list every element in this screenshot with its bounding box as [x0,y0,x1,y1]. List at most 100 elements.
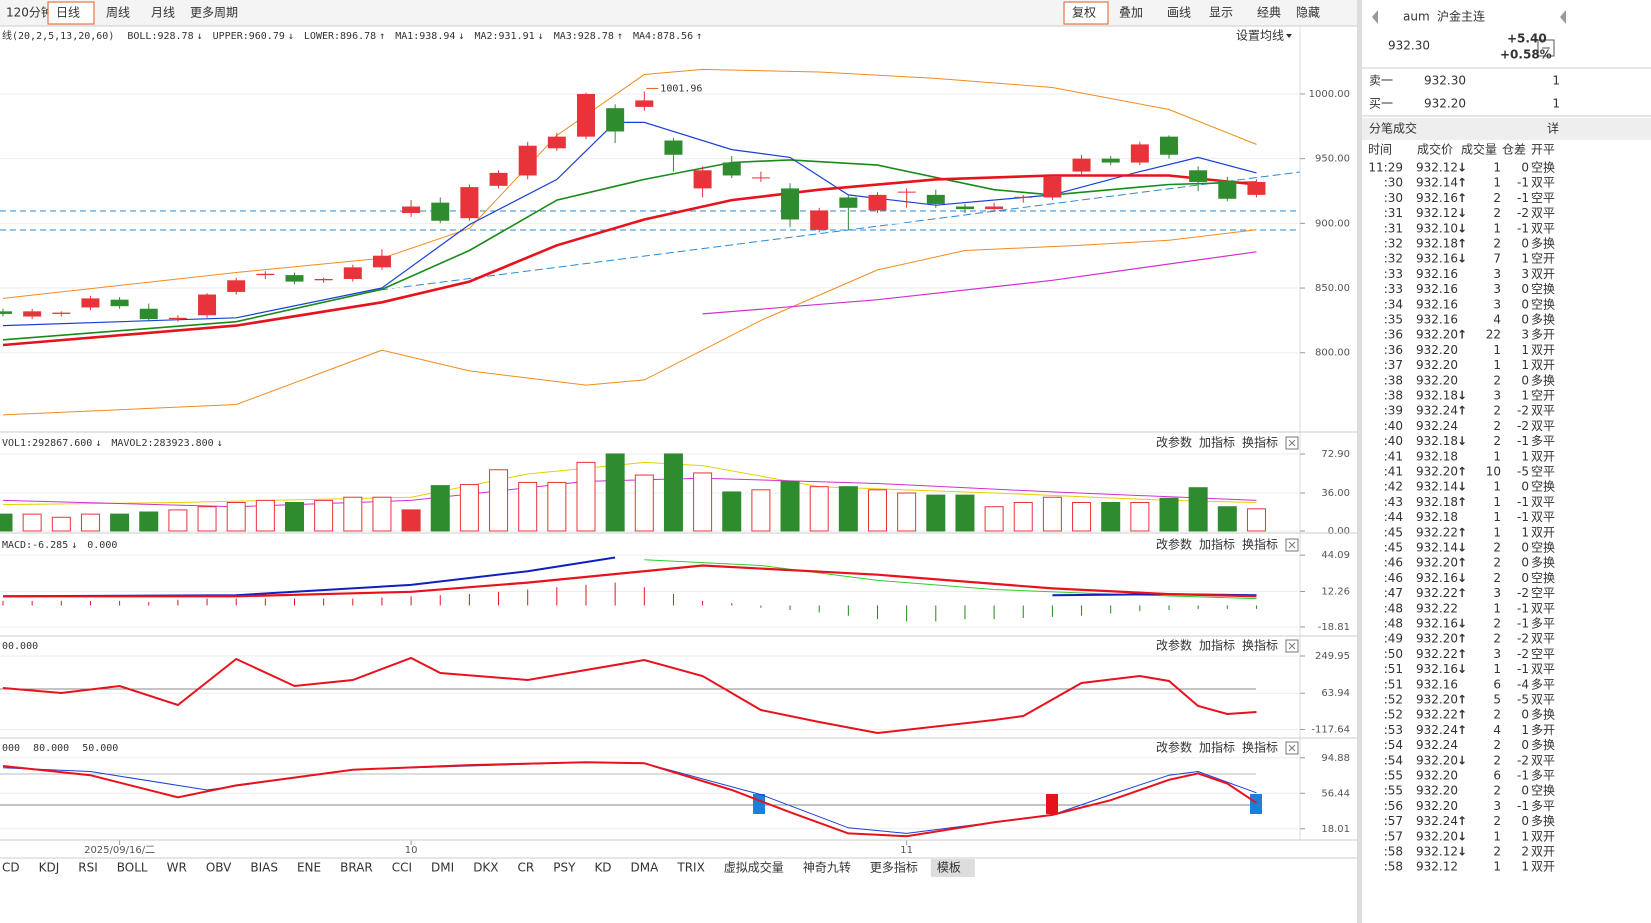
trade-time: :46 [1384,556,1403,570]
trade-time: :48 [1384,617,1403,631]
trade-volume: 2 [1493,571,1501,585]
trade-direction: ↓ [1457,845,1467,859]
y-tick-label: 94.88 [1321,753,1350,764]
trade-type: 多换 [1531,313,1555,327]
trade-type: 空换 [1531,571,1555,585]
trade-price: 932.20 [1416,799,1458,813]
trade-time: :43 [1384,495,1403,509]
trade-time: :31 [1384,221,1403,235]
indicator-value: MAVOL2:283923.800 [111,438,213,449]
trade-price: 932.20 [1416,465,1458,479]
trade-oi: -4 [1517,677,1529,691]
y-tick-label: 12.26 [1321,586,1350,597]
trade-time: :55 [1384,784,1403,798]
trade-direction: ↓ [1457,480,1467,494]
trade-oi: -2 [1517,632,1529,646]
trade-time: :42 [1384,480,1403,494]
trade-oi: -2 [1517,419,1529,433]
trade-type: 双开 [1531,829,1555,843]
trade-price: 932.20 [1416,784,1458,798]
candle-body [256,273,275,276]
trade-price: 932.18 [1416,237,1458,251]
trade-type: 双平 [1531,419,1555,433]
trade-time: :52 [1384,693,1403,707]
candle-body [1043,176,1062,198]
trade-type: 双开 [1531,267,1555,281]
trade-oi: 1 [1521,358,1529,372]
trade-volume: 1 [1493,480,1501,494]
indicator-value: MACD:-6.285 [2,540,68,551]
indicator-line [2,656,1257,735]
trade-time: :31 [1384,206,1403,220]
trade-volume: 3 [1493,389,1501,403]
trade-time: :30 [1384,191,1403,205]
y-tick-label: 56.44 [1321,788,1350,799]
indicator-arrow: ↓ [95,438,101,449]
trades-title: 分笔成交 [1369,121,1417,136]
trade-price: 932.16 [1416,617,1458,631]
candle-body [722,162,741,176]
trade-volume: 3 [1493,282,1501,296]
candle-body [781,188,800,220]
trade-price: 932.12 [1416,206,1458,220]
trade-direction: ↓ [1457,221,1467,235]
trade-price: 932.12 [1416,860,1458,874]
candle-body [198,294,217,316]
close-button[interactable] [1285,639,1299,653]
trade-type: 双平 [1531,404,1555,418]
volume-bar [634,474,654,532]
trade-price: 932.20 [1416,358,1458,372]
indicator-tab: OBV [206,861,232,875]
trade-oi: -1 [1517,799,1529,813]
trade-price: 932.20 [1416,556,1458,570]
collapse-button[interactable] [1537,39,1555,57]
trade-price: 932.10 [1416,221,1458,235]
trade-time: :48 [1384,601,1403,615]
panel-button: 改参数 [1156,537,1192,552]
trade-type: 多开 [1531,328,1555,342]
trade-oi: 1 [1521,525,1529,539]
close-button[interactable] [1285,538,1299,552]
trade-direction: ↑ [1457,495,1467,509]
trade-time: :54 [1384,738,1403,752]
trade-oi: 0 [1521,313,1529,327]
trade-type: 双平 [1531,753,1555,767]
next-arrow[interactable] [1560,10,1566,24]
indicator-value: MA3:928.78 [554,31,614,42]
trade-price: 932.20 [1416,632,1458,646]
trade-volume: 5 [1493,693,1501,707]
y-tick-label: 72.90 [1321,449,1350,460]
trade-oi: 0 [1521,161,1529,175]
trade-time: :32 [1384,252,1403,266]
indicator-arrow: ↑ [617,31,623,42]
close-button[interactable] [1285,741,1299,755]
trade-volume: 2 [1493,753,1501,767]
candle-body [0,311,12,314]
candle-body [314,278,333,281]
trade-direction: ↑ [1457,708,1467,722]
volume-bar [489,469,509,532]
trade-time: :52 [1384,708,1403,722]
trade-type: 双平 [1531,176,1555,190]
trade-type: 多平 [1531,799,1555,813]
prev-arrow[interactable] [1372,10,1378,24]
trade-volume: 2 [1493,632,1501,646]
trade-oi: 1 [1521,829,1529,843]
volume-bar [168,509,188,532]
trade-volume: 2 [1493,784,1501,798]
indicator-tab: 虚拟成交量 [724,860,784,875]
trade-price: 932.18 [1416,434,1458,448]
panel-button: 改参数 [1156,435,1192,450]
indicator-line [2,68,1257,299]
close-button[interactable] [1285,436,1299,450]
trade-oi: 0 [1521,571,1529,585]
signal [753,794,765,814]
trade-time: :34 [1384,297,1403,311]
trade-time: :45 [1384,525,1403,539]
candle-body [955,206,974,210]
panel-button: 加指标 [1199,435,1235,450]
trade-volume: 2 [1493,845,1501,859]
x-tick-label: 2025/09/16/二 [84,845,155,856]
indicator-value: 0.000 [87,540,117,551]
trade-time: :55 [1384,769,1403,783]
